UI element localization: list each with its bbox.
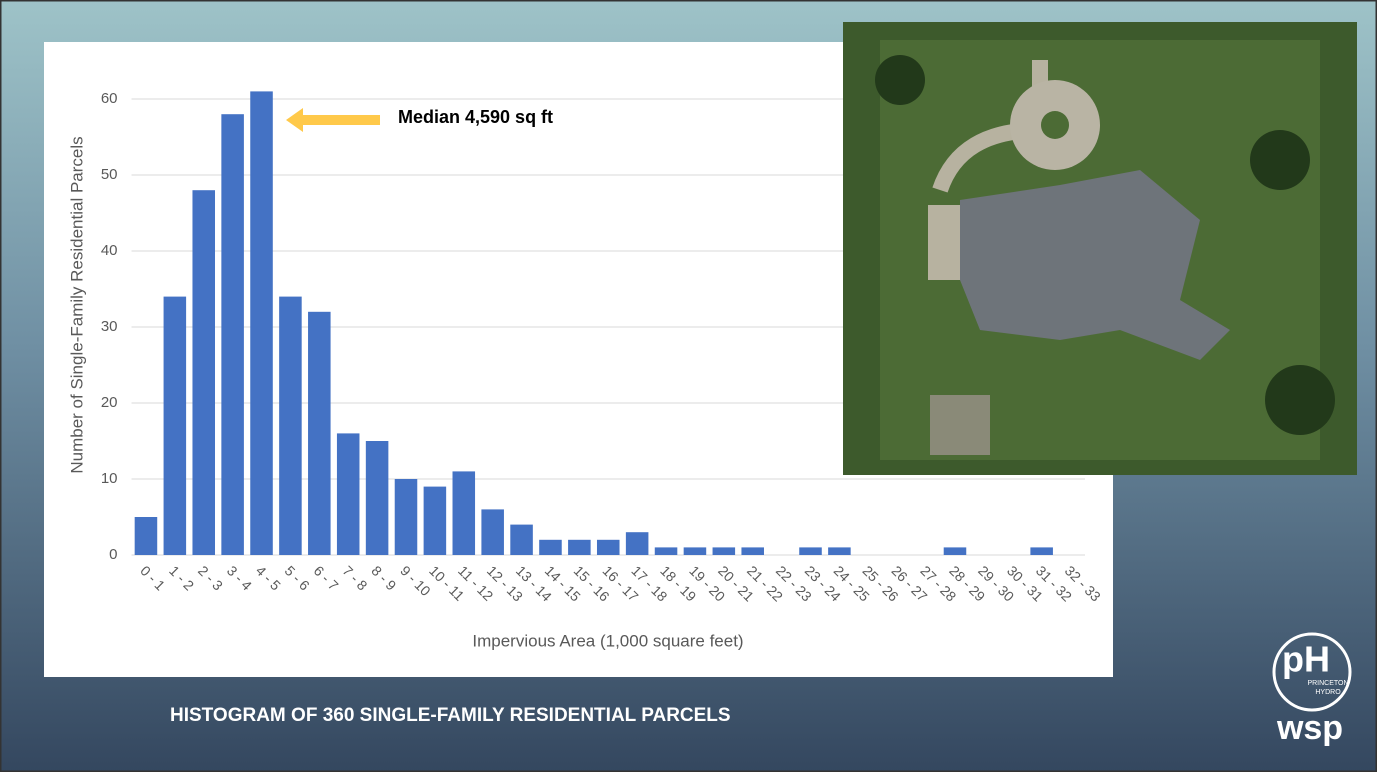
slide-title: HISTOGRAM OF 360 SINGLE-FAMILY RESIDENTI…	[170, 705, 731, 726]
bar	[163, 296, 187, 555]
logo-name: PRINCETON	[1307, 680, 1348, 687]
bar	[423, 486, 447, 555]
bar	[712, 547, 736, 555]
y-tick-label: 20	[101, 394, 118, 411]
bar	[452, 471, 476, 555]
y-tick-label: 60	[101, 90, 118, 107]
y-tick-label: 40	[101, 242, 118, 259]
bar	[510, 524, 533, 555]
bar	[943, 547, 967, 555]
bar	[279, 296, 302, 555]
annotation: Median 4,590 sq ft	[398, 107, 553, 127]
bar	[828, 547, 851, 555]
y-tick-label: 50	[101, 166, 118, 183]
bar	[568, 539, 591, 555]
logo-sub: HYDRO	[1315, 689, 1341, 696]
bar	[596, 539, 620, 555]
aerial-photo	[843, 22, 1357, 475]
bar	[625, 532, 649, 555]
y-axis-label: Number of Single-Family Residential Parc…	[67, 136, 86, 473]
bar	[481, 509, 504, 555]
logo-partner: wsp	[1276, 709, 1343, 747]
bar	[1030, 547, 1053, 555]
bar	[365, 441, 389, 555]
bar	[192, 190, 216, 555]
bar	[308, 311, 331, 555]
bar	[654, 547, 678, 555]
bar	[394, 479, 418, 555]
y-tick-label: 30	[101, 318, 118, 335]
bar	[683, 547, 707, 555]
y-tick-label: 10	[101, 470, 118, 487]
x-axis-label: Impervious Area (1,000 square feet)	[472, 631, 743, 650]
bar	[741, 547, 764, 555]
bar	[539, 539, 562, 555]
logo: pH PRINCETON HYDRO wsp	[1272, 632, 1352, 747]
bar	[134, 517, 158, 555]
annotation-arrow	[286, 108, 380, 132]
bar	[336, 433, 360, 555]
bar	[221, 114, 244, 555]
logo-mark: pH	[1282, 639, 1330, 680]
y-tick-label: 0	[109, 546, 117, 563]
bar	[250, 91, 273, 556]
bar	[799, 547, 822, 555]
